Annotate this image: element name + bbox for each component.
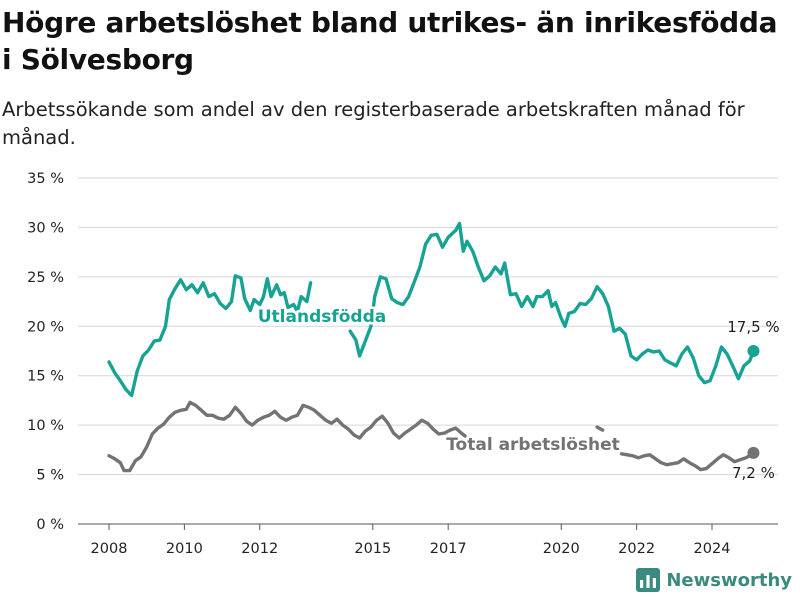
newsworthy-logo: Newsworthy [636, 568, 792, 592]
series-name-label-total: Total arbetslöshet [446, 435, 620, 455]
x-tick-label: 2015 [354, 541, 391, 557]
y-tick-label: 5 % [36, 468, 64, 484]
x-tick-label: 2008 [91, 541, 128, 557]
x-tick-label: 2024 [694, 541, 731, 557]
x-axis-ticks: 2008 2010 2012 2015 2017 2020 2022 2024 [91, 524, 731, 557]
y-axis-ticks: 0 % 5 % 10 % 15 % 20 % 25 % 30 % 35 % [27, 171, 64, 533]
series-line-total [107, 400, 467, 473]
chart-title: Högre arbetslöshet bland utrikes- än inr… [2, 6, 778, 76]
series-line-total [619, 451, 756, 472]
chart-subtitle: Arbetssökande som andel av den registerb… [2, 98, 745, 149]
end-value-label-utlandsfodda: 17,5 % [727, 318, 779, 336]
series-name-label-utlandsfodda: Utlandsfödda [258, 307, 387, 327]
brand-name: Newsworthy [666, 569, 792, 591]
x-tick-label: 2022 [618, 541, 655, 557]
y-tick-label: 30 % [27, 220, 64, 236]
y-tick-label: 35 % [27, 171, 64, 187]
grid-lines [78, 177, 778, 525]
series-line-utlandsfodda [107, 274, 313, 398]
y-tick-label: 10 % [27, 418, 64, 434]
series-labels: 17,5 % 7,2 % Utlandsfödda Total arbetslöshe… [255, 305, 779, 482]
bar-chart-icon [636, 568, 661, 592]
end-value-label-total: 7,2 % [732, 464, 775, 482]
y-tick-label: 15 % [27, 369, 64, 385]
y-tick-label: 0 % [36, 517, 64, 533]
x-tick-label: 2012 [241, 541, 278, 557]
endpoint-marker-utlandsfodda [747, 345, 760, 357]
series-lines [107, 221, 760, 473]
y-tick-label: 20 % [27, 319, 64, 335]
series-line-total [595, 425, 605, 432]
series-line-utlandsfodda [348, 221, 756, 385]
x-tick-label: 2017 [430, 541, 467, 557]
x-tick-label: 2020 [543, 541, 580, 557]
x-tick-label: 2010 [166, 541, 203, 557]
y-tick-label: 25 % [27, 270, 64, 286]
endpoint-marker-total [747, 446, 760, 459]
